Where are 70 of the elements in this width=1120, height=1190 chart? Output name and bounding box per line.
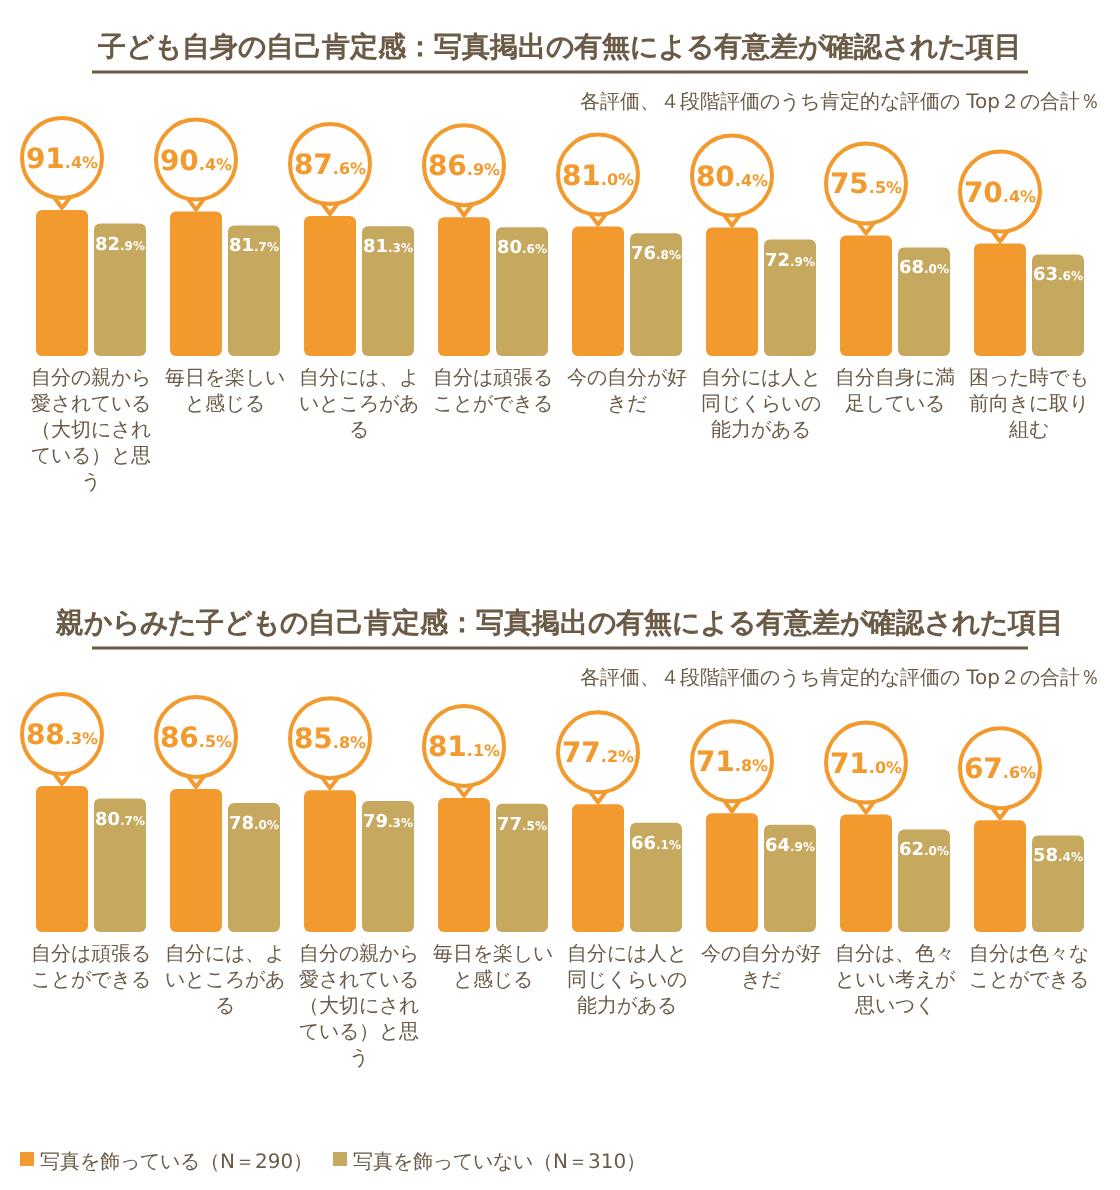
data-label: 87.6% — [293, 150, 367, 183]
chart-title: 親からみた子どもの自己肯定感：写真掲出の有無による有意差が確認された項目 — [54, 606, 1064, 640]
bar — [630, 822, 682, 932]
bar — [706, 227, 758, 356]
data-label: 71.8% — [695, 747, 769, 780]
bar — [630, 233, 682, 356]
x-tick-label: 困った時でも前向きに取り組む — [969, 366, 1089, 442]
data-label: 91.4% — [25, 144, 99, 176]
bar — [898, 247, 950, 356]
bar — [94, 798, 146, 932]
bar — [974, 243, 1026, 356]
bar — [840, 814, 892, 932]
x-tick-label: 自分は、色々といい考えが思いつく — [835, 942, 957, 1018]
bar — [706, 813, 758, 932]
x-tick-label: 今の自分が好きだ — [567, 366, 687, 416]
bar — [1032, 254, 1084, 356]
legend-label: 写真を飾っている（N＝290） — [40, 1150, 314, 1174]
bar — [36, 786, 88, 932]
bar — [170, 211, 222, 356]
bar — [36, 210, 88, 356]
x-tick-label: 自分は色々なことができる — [969, 942, 1089, 992]
bar — [898, 829, 950, 932]
x-tick-label: 今の自分が好きだ — [701, 942, 821, 992]
bar — [572, 226, 624, 356]
x-tick-label: 自分の親から愛されている（大切にされている）と思う — [299, 942, 419, 1070]
data-label: 86.9% — [427, 151, 501, 184]
bar — [228, 225, 280, 356]
chart-subtitle: 各評価、４段階評価のうち肯定的な評価の Top２の合計％ — [579, 90, 1100, 114]
bar — [572, 804, 624, 932]
bar — [362, 226, 414, 356]
data-label: 81.1% — [427, 731, 501, 764]
data-label: 77.2% — [561, 738, 635, 771]
x-tick-label: 自分の親から愛されている（大切にされている）と思う — [31, 366, 151, 494]
data-label: 81.0% — [561, 160, 635, 193]
bar — [496, 227, 548, 356]
bar — [764, 239, 816, 356]
data-label: 80.4% — [695, 161, 769, 194]
bar — [304, 790, 356, 932]
bar — [170, 788, 222, 932]
bar — [362, 800, 414, 932]
data-label: 75.5% — [829, 169, 903, 202]
bar — [304, 216, 356, 356]
x-tick-label: 自分は頑張ることができる — [31, 942, 151, 992]
bar — [438, 217, 490, 356]
data-label: 86.5% — [159, 722, 233, 755]
bar — [438, 797, 490, 932]
bar — [496, 803, 548, 932]
data-label: 85.8% — [293, 724, 367, 757]
data-label: 88.3% — [25, 720, 99, 752]
bar — [94, 223, 146, 356]
x-tick-label: 毎日を楽しいと感じる — [165, 366, 285, 416]
bar — [228, 803, 280, 932]
bar — [1032, 835, 1084, 932]
bar — [974, 820, 1026, 932]
x-tick-label: 自分には、よいところがある — [299, 366, 419, 442]
bar — [764, 824, 816, 932]
x-tick-label: 自分は頑張ることができる — [433, 366, 553, 416]
chart-title: 子ども自身の自己肯定感：写真掲出の有無による有意差が確認された項目 — [96, 30, 1022, 64]
x-tick-label: 毎日を楽しいと感じる — [433, 942, 553, 992]
data-label: 90.4% — [159, 145, 233, 178]
x-tick-label: 自分自身に満足している — [835, 366, 955, 416]
data-label: 70.4% — [963, 177, 1037, 210]
x-tick-label: 自分には人と同じくらいの能力がある — [567, 942, 687, 1018]
bar — [840, 235, 892, 356]
x-tick-label: 自分には、よいところがある — [165, 942, 285, 1018]
legend-label: 写真を飾っていない（N＝310） — [353, 1150, 647, 1174]
data-label: 71.0% — [829, 748, 903, 781]
chart-subtitle: 各評価、４段階評価のうち肯定的な評価の Top２の合計％ — [579, 666, 1100, 690]
x-tick-label: 自分には人と同じくらいの能力がある — [701, 366, 821, 442]
data-label: 67.6% — [963, 754, 1037, 787]
